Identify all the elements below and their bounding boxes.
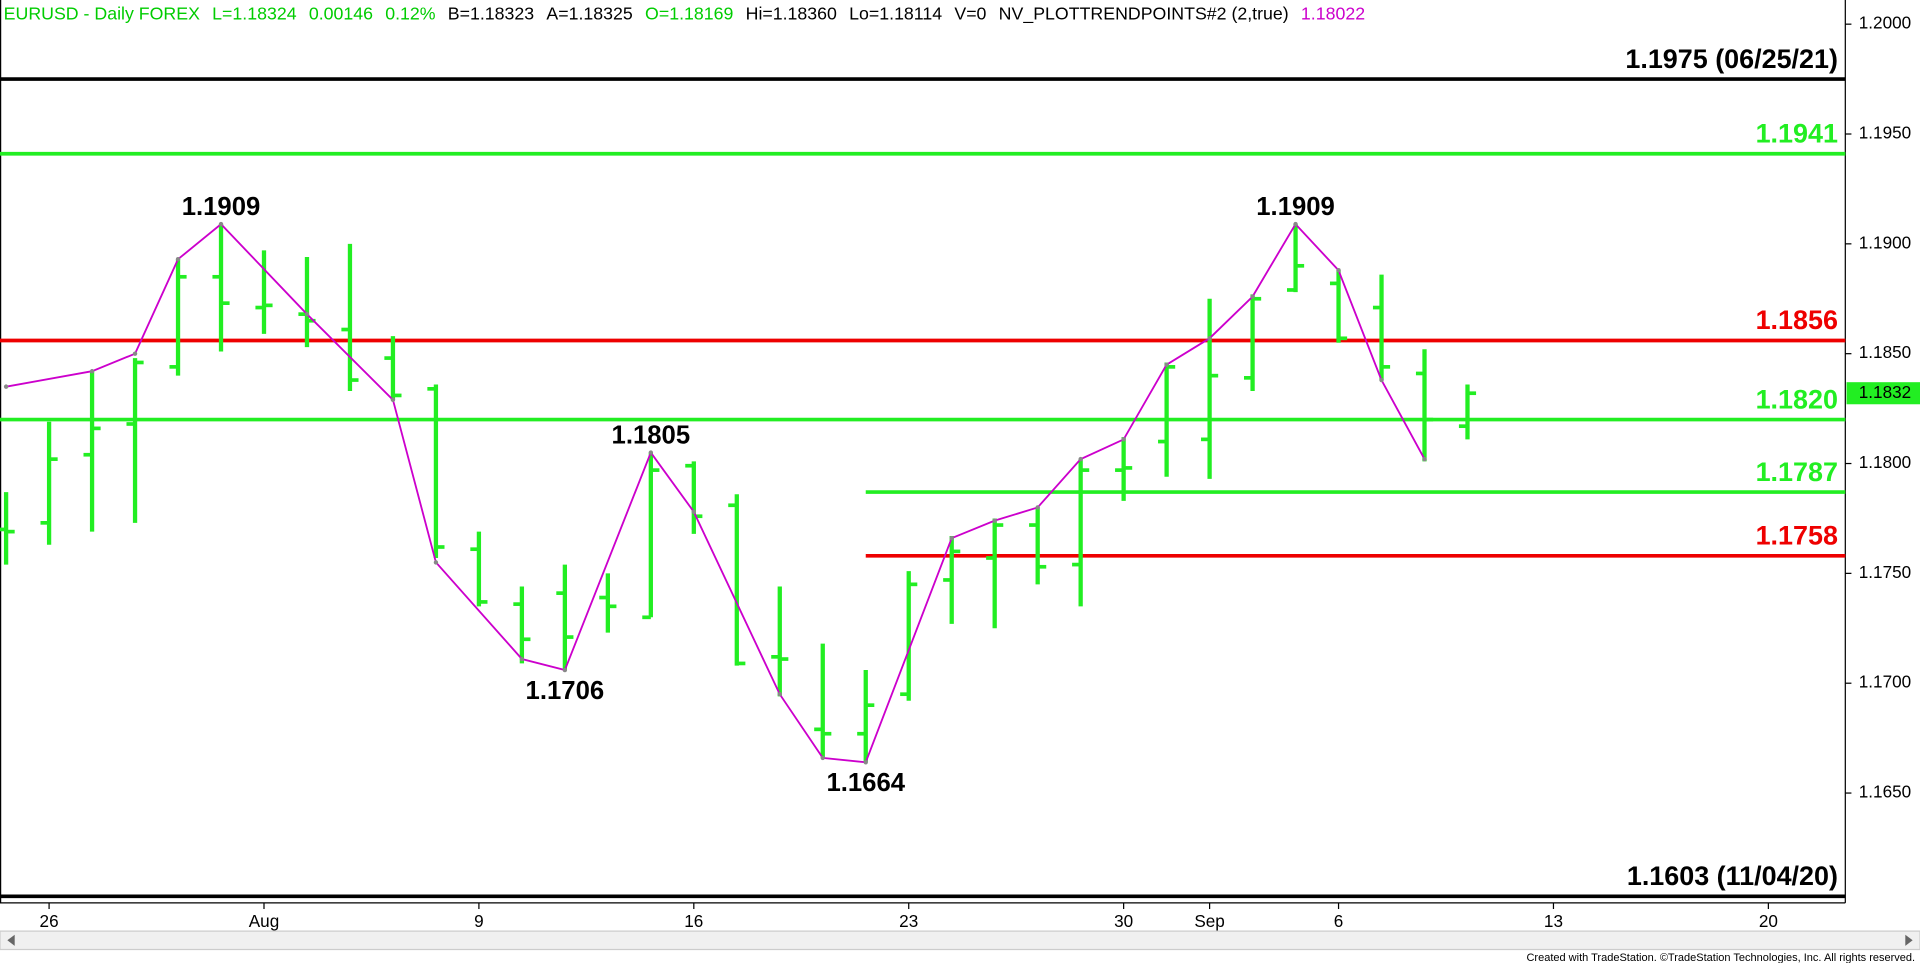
trend-point [1035, 505, 1040, 510]
header-item: V=0 [954, 3, 986, 23]
trend-point [863, 760, 868, 765]
level-label: 1.1856 [1756, 305, 1838, 335]
y-tick-label: 1.1850 [1859, 342, 1911, 362]
x-tick-label: Sep [1194, 911, 1224, 931]
trend-point [132, 351, 138, 356]
trend-point [1336, 267, 1341, 273]
footer: Created with TradeStation. ©TradeStation… [1526, 952, 1915, 963]
header-item: O=1.18169 [645, 3, 733, 23]
header-item: EURUSD - Daily FOREX [4, 3, 200, 23]
pivot-label: 1.1706 [526, 677, 605, 705]
trend-point [1422, 456, 1427, 462]
header-item: Hi=1.18360 [746, 3, 837, 23]
trend-point [562, 667, 568, 673]
trend-point [390, 397, 396, 403]
x-tick-label: 9 [474, 911, 484, 931]
trend-point [1250, 294, 1255, 299]
trend-point [1164, 362, 1169, 367]
trend-point [691, 509, 697, 515]
header-item: B=1.18323 [448, 3, 534, 23]
trend-point [89, 369, 95, 374]
y-tick-label: 1.1650 [1859, 782, 1911, 802]
scrollbar[interactable] [0, 930, 1920, 951]
trend-point [1207, 336, 1212, 341]
trend-point [820, 755, 825, 761]
level-label: 1.1787 [1756, 457, 1838, 487]
scroll-left[interactable] [7, 934, 15, 946]
pivot-label: 1.1805 [612, 421, 691, 449]
header-item: 1.18022 [1301, 3, 1365, 23]
trend-point [304, 311, 310, 317]
trend-point [1121, 437, 1126, 442]
x-tick-label: 16 [684, 911, 703, 931]
x-tick-label: 20 [1759, 911, 1778, 931]
trend-point [433, 560, 439, 565]
y-tick-label: 1.1800 [1859, 452, 1911, 472]
level-label: 1.1820 [1756, 384, 1838, 414]
header-item: 0.00146 [309, 3, 373, 23]
x-tick-label: 6 [1334, 911, 1344, 931]
last-price-box [1846, 382, 1920, 405]
x-tick-label: 23 [899, 911, 918, 931]
trend-point [175, 257, 181, 262]
y-tick-label: 1.2000 [1859, 13, 1911, 33]
x-tick-label: Aug [249, 911, 279, 931]
level-label: 1.1603 (11/04/20) [1627, 861, 1838, 891]
header: EURUSD - Daily FOREX L=1.18324 0.00146 0.12… [4, 3, 1365, 24]
trend-point [1379, 377, 1384, 383]
level-label: 1.1941 [1756, 118, 1838, 148]
trend-point [777, 691, 782, 697]
y-tick-label: 1.1900 [1859, 232, 1911, 252]
scroll-right[interactable] [1905, 934, 1913, 946]
pivot-label: 1.1909 [182, 193, 261, 221]
y-tick-label: 1.1700 [1859, 672, 1911, 692]
last-price-label: 1.1832 [1859, 382, 1911, 402]
header-item: Lo=1.18114 [849, 3, 942, 23]
level-label: 1.1758 [1756, 521, 1838, 551]
y-tick-label: 1.1950 [1859, 123, 1911, 143]
trend-point [519, 656, 525, 662]
header-item: 0.12% [385, 3, 436, 23]
pivot-label: 1.1909 [1256, 193, 1335, 221]
header-item: NV_PLOTTRENDPOINTS#2 (2,true) [999, 3, 1289, 24]
trend-point [1293, 221, 1298, 227]
trend-point [992, 518, 997, 523]
x-tick-label: 26 [40, 911, 59, 931]
header-item: A=1.18325 [546, 3, 632, 23]
level-label: 1.1975 (06/25/21) [1625, 44, 1838, 74]
trend-point [949, 536, 954, 541]
trend-point [1078, 456, 1083, 462]
x-tick-label: 30 [1114, 911, 1133, 931]
trend-point [218, 221, 224, 227]
trend-point [648, 450, 654, 455]
trend-point [3, 384, 9, 389]
y-tick-label: 1.1750 [1859, 562, 1911, 582]
header-item: L=1.18324 [212, 3, 297, 23]
x-tick-label: 13 [1544, 911, 1563, 931]
pivot-label: 1.1664 [826, 769, 905, 797]
